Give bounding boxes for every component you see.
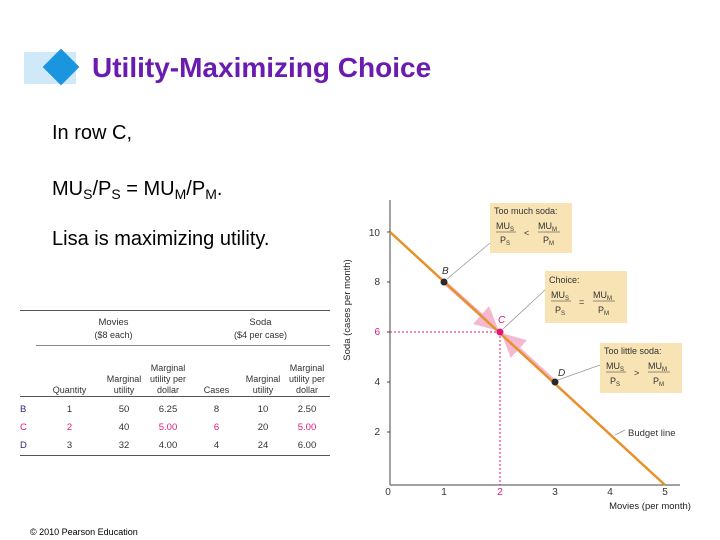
table-row: D 3 32 4.00 4 24 6.00 (20, 437, 330, 456)
slide-title: Utility-Maximizing Choice (92, 52, 432, 83)
y-axis-label: Soda (cases per month) (342, 259, 353, 360)
svg-text:MUS: MUS (496, 221, 514, 233)
soda-group-header: Soda ($4 per case) (233, 317, 288, 340)
y-tick-4: 4 (374, 377, 380, 388)
svg-text:PS: PS (610, 376, 620, 388)
point-c (496, 328, 504, 336)
svg-text:MUM: MUM (538, 221, 557, 233)
point-b-label: B (442, 266, 449, 277)
col-cases: Cases (191, 345, 242, 397)
svg-text:MUM: MUM (648, 361, 667, 373)
bullet-row-c: In row C, (52, 122, 133, 144)
bullet-maximizing: Lisa is maximizing utility. (52, 228, 270, 250)
utility-table: Movies ($8 each) Soda ($4 per case) Quan… (20, 310, 330, 456)
table-row-c: C 2 40 5.00 6 20 5.00 (20, 422, 317, 433)
svg-text:MUS: MUS (606, 361, 624, 373)
y-tick-2: 2 (374, 427, 380, 438)
box-choice: Choice: MUS PS = MUM PM (545, 271, 627, 323)
svg-text:PS: PS (500, 235, 510, 247)
x-tick-3: 3 (552, 487, 558, 498)
svg-text:PS: PS (555, 305, 565, 317)
svg-text:Too much soda:: Too much soda: (494, 206, 558, 216)
x-tick-4: 4 (607, 487, 613, 498)
col-movie-mupd: Marginal utility per dollar (145, 345, 191, 397)
svg-text:PM: PM (543, 235, 554, 247)
y-tick-8: 8 (374, 277, 380, 288)
box-too-much-soda: Too much soda: MUS PS < MUM PM (490, 203, 572, 253)
svg-text:Too little soda:: Too little soda: (604, 346, 662, 356)
table-row: B 1 50 6.25 8 10 2.50 (20, 404, 317, 415)
bullet-equation: MUS/PS = MUM/PM. (52, 178, 223, 202)
svg-text:<: < (524, 228, 529, 238)
svg-text:MUM: MUM (593, 290, 612, 302)
y-tick-10: 10 (369, 228, 381, 239)
box-too-little-soda: Too little soda: MUS PS > MUM PM (600, 343, 682, 393)
budget-line-graph: Soda (cases per month) 10 8 6 4 2 0 1 2 … (342, 200, 691, 512)
movies-group-header: Movies ($8 each) (94, 317, 133, 340)
col-soda-mu: Marginal utility (242, 345, 284, 397)
svg-text:Choice:: Choice: (549, 275, 580, 285)
x-tick-5: 5 (662, 487, 668, 498)
point-c-label: C (498, 315, 506, 326)
col-soda-mupd: Marginal utility per dollar (284, 345, 330, 397)
x-tick-1: 1 (441, 487, 447, 498)
budget-line-label: Budget line (628, 428, 676, 439)
x-tick-0: 0 (385, 487, 391, 498)
svg-text:PM: PM (653, 376, 664, 388)
y-tick-6: 6 (374, 327, 380, 338)
point-b (440, 278, 448, 286)
budget-line (389, 231, 666, 486)
copyright: © 2010 Pearson Education (30, 527, 138, 537)
svg-text:>: > (634, 368, 639, 378)
x-axis-label: Movies (per month) (609, 501, 691, 512)
svg-text:PM: PM (598, 305, 609, 317)
svg-text:MUS: MUS (551, 290, 569, 302)
x-tick-2: 2 (497, 487, 503, 498)
point-d (551, 378, 559, 386)
svg-text:=: = (579, 297, 584, 307)
col-movie-mu: Marginal utility (103, 345, 145, 397)
point-d-label: D (558, 368, 565, 379)
col-quantity: Quantity (36, 345, 103, 397)
